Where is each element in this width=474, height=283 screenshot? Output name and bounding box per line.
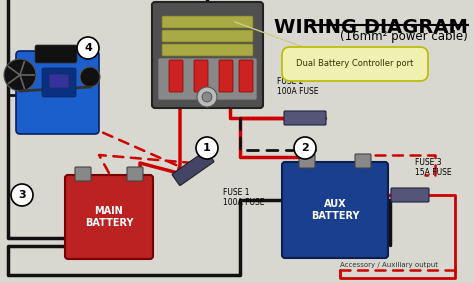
FancyBboxPatch shape bbox=[194, 60, 208, 92]
FancyBboxPatch shape bbox=[162, 16, 253, 28]
Circle shape bbox=[197, 87, 217, 107]
FancyBboxPatch shape bbox=[284, 111, 326, 125]
Text: 1: 1 bbox=[203, 143, 211, 153]
Text: FUSE 3
15A FUSE: FUSE 3 15A FUSE bbox=[415, 158, 452, 177]
Circle shape bbox=[4, 59, 36, 91]
Circle shape bbox=[202, 92, 212, 102]
Circle shape bbox=[294, 137, 316, 159]
FancyBboxPatch shape bbox=[169, 60, 183, 92]
FancyBboxPatch shape bbox=[299, 154, 315, 168]
FancyBboxPatch shape bbox=[282, 162, 388, 258]
FancyBboxPatch shape bbox=[172, 151, 214, 185]
FancyBboxPatch shape bbox=[35, 45, 77, 63]
FancyBboxPatch shape bbox=[391, 188, 429, 202]
Text: WIRING DIAGRAM: WIRING DIAGRAM bbox=[274, 18, 468, 37]
FancyBboxPatch shape bbox=[49, 74, 69, 88]
FancyBboxPatch shape bbox=[158, 58, 257, 100]
FancyBboxPatch shape bbox=[127, 167, 143, 181]
FancyBboxPatch shape bbox=[162, 30, 253, 42]
Text: MAIN
BATTERY: MAIN BATTERY bbox=[85, 206, 133, 228]
Text: Accessory / Auxiliary output: Accessory / Auxiliary output bbox=[340, 262, 438, 268]
FancyBboxPatch shape bbox=[162, 44, 253, 56]
Text: 3: 3 bbox=[18, 190, 26, 200]
FancyBboxPatch shape bbox=[42, 68, 76, 97]
Text: AUX
BATTERY: AUX BATTERY bbox=[311, 199, 359, 221]
Text: FUSE 2
100A FUSE: FUSE 2 100A FUSE bbox=[277, 77, 319, 96]
FancyBboxPatch shape bbox=[239, 60, 253, 92]
Text: FUSE 1
100A FUSE: FUSE 1 100A FUSE bbox=[223, 188, 264, 207]
FancyBboxPatch shape bbox=[65, 175, 153, 259]
Text: 2: 2 bbox=[301, 143, 309, 153]
Text: 4: 4 bbox=[84, 43, 92, 53]
Circle shape bbox=[11, 184, 33, 206]
Circle shape bbox=[196, 137, 218, 159]
Circle shape bbox=[80, 67, 100, 87]
FancyBboxPatch shape bbox=[16, 51, 99, 134]
FancyBboxPatch shape bbox=[219, 60, 233, 92]
Circle shape bbox=[77, 37, 99, 59]
FancyBboxPatch shape bbox=[75, 167, 91, 181]
FancyBboxPatch shape bbox=[152, 2, 263, 108]
FancyBboxPatch shape bbox=[355, 154, 371, 168]
FancyBboxPatch shape bbox=[282, 47, 428, 81]
Text: Dual Battery Controller port: Dual Battery Controller port bbox=[296, 59, 414, 68]
Text: (16mm² power cable): (16mm² power cable) bbox=[340, 30, 468, 43]
